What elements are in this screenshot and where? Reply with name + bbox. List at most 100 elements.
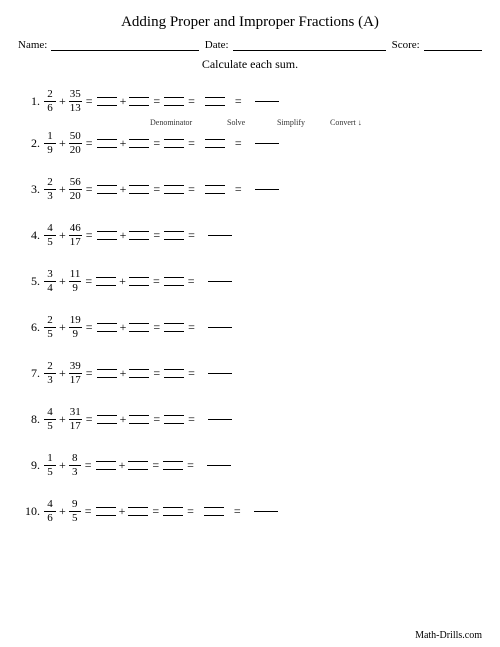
blank-answer (208, 419, 232, 420)
numerator: 2 (44, 89, 56, 100)
equals-sign: = (86, 94, 93, 109)
blank-fraction (97, 224, 117, 247)
equals-sign: = (188, 136, 195, 151)
plus-sign: + (120, 94, 127, 109)
denominator: 17 (69, 421, 82, 432)
fraction: 23 (44, 177, 56, 202)
numerator: 4 (44, 223, 56, 234)
problem-row: 9.15+83=+== (22, 442, 482, 488)
problem-row: 2.19+5020=+== = (22, 120, 482, 166)
equals-sign: = (86, 228, 93, 243)
plus-sign: + (59, 136, 66, 151)
fraction: 25 (44, 315, 56, 340)
step-label-denominator: Denominator (150, 118, 192, 127)
blank-fraction (164, 270, 184, 293)
blank-fraction (129, 90, 149, 113)
denominator: 5 (44, 329, 56, 340)
blank-fraction (205, 132, 225, 155)
fraction: 45 (44, 223, 56, 248)
plus-sign: + (120, 412, 127, 427)
equals-sign: = (234, 504, 241, 519)
numerator: 31 (69, 407, 82, 418)
denominator: 9 (44, 145, 56, 156)
equals-sign: = (235, 182, 242, 197)
fraction: 4617 (69, 223, 82, 248)
fraction: 95 (69, 499, 81, 524)
plus-sign: + (120, 228, 127, 243)
blank-fraction (129, 362, 149, 385)
page-title: Adding Proper and Improper Fractions (A) (18, 14, 482, 31)
name-blank (51, 39, 198, 51)
equals-sign: = (188, 182, 195, 197)
equals-sign: = (153, 182, 160, 197)
denominator: 6 (44, 103, 56, 114)
denominator: 5 (69, 513, 81, 524)
problem-number: 8. (22, 412, 40, 427)
equals-sign: = (153, 366, 160, 381)
step-label-convert: Convert ↓ (330, 118, 362, 127)
problem-number: 9. (22, 458, 40, 473)
numerator: 2 (44, 361, 56, 372)
blank-fraction (129, 408, 149, 431)
numerator: 56 (69, 177, 82, 188)
blank-fraction (97, 90, 117, 113)
blank-fraction (205, 178, 225, 201)
blank-fraction (128, 500, 148, 523)
numerator: 2 (44, 315, 56, 326)
denominator: 5 (44, 467, 56, 478)
denominator: 9 (69, 329, 81, 340)
equals-sign: = (235, 136, 242, 151)
blank-fraction (164, 178, 184, 201)
numerator: 4 (44, 407, 56, 418)
score-blank (424, 39, 482, 51)
equals-sign: = (153, 136, 160, 151)
equals-sign: = (188, 320, 195, 335)
fraction: 26 (44, 89, 56, 114)
equals-sign: = (188, 366, 195, 381)
plus-sign: + (119, 274, 126, 289)
equals-sign: = (85, 274, 92, 289)
fraction: 3513 (69, 89, 82, 114)
blank-answer (255, 189, 279, 190)
fraction: 23 (44, 361, 56, 386)
blank-fraction (96, 454, 116, 477)
blank-answer (208, 373, 232, 374)
denominator: 5 (44, 237, 56, 248)
denominator: 3 (44, 375, 56, 386)
equals-sign: = (187, 504, 194, 519)
fraction: 46 (44, 499, 56, 524)
instruction: Calculate each sum. (18, 57, 482, 72)
problem-number: 2. (22, 136, 40, 151)
numerator: 11 (69, 269, 82, 280)
equals-sign: = (153, 228, 160, 243)
problem-number: 1. (22, 94, 40, 109)
problem-number: 7. (22, 366, 40, 381)
blank-fraction (128, 454, 148, 477)
numerator: 9 (69, 499, 81, 510)
name-label: Name: (18, 39, 47, 51)
equals-sign: = (153, 274, 160, 289)
plus-sign: + (59, 182, 66, 197)
plus-sign: + (120, 320, 127, 335)
equals-sign: = (153, 412, 160, 427)
blank-answer (255, 101, 279, 102)
equals-sign: = (153, 94, 160, 109)
problem-number: 10. (22, 504, 40, 519)
blank-fraction (97, 178, 117, 201)
denominator: 3 (69, 467, 81, 478)
numerator: 1 (44, 131, 56, 142)
equals-sign: = (86, 136, 93, 151)
fraction: 45 (44, 407, 56, 432)
fraction: 19 (44, 131, 56, 156)
blank-fraction (205, 90, 225, 113)
blank-fraction (204, 500, 224, 523)
plus-sign: + (59, 412, 66, 427)
problem-number: 5. (22, 274, 40, 289)
plus-sign: + (120, 366, 127, 381)
problem-row: 6.25+199=+== (22, 304, 482, 350)
numerator: 8 (69, 453, 81, 464)
equals-sign: = (188, 412, 195, 427)
equals-sign: = (153, 320, 160, 335)
blank-fraction (164, 132, 184, 155)
blank-fraction (97, 132, 117, 155)
